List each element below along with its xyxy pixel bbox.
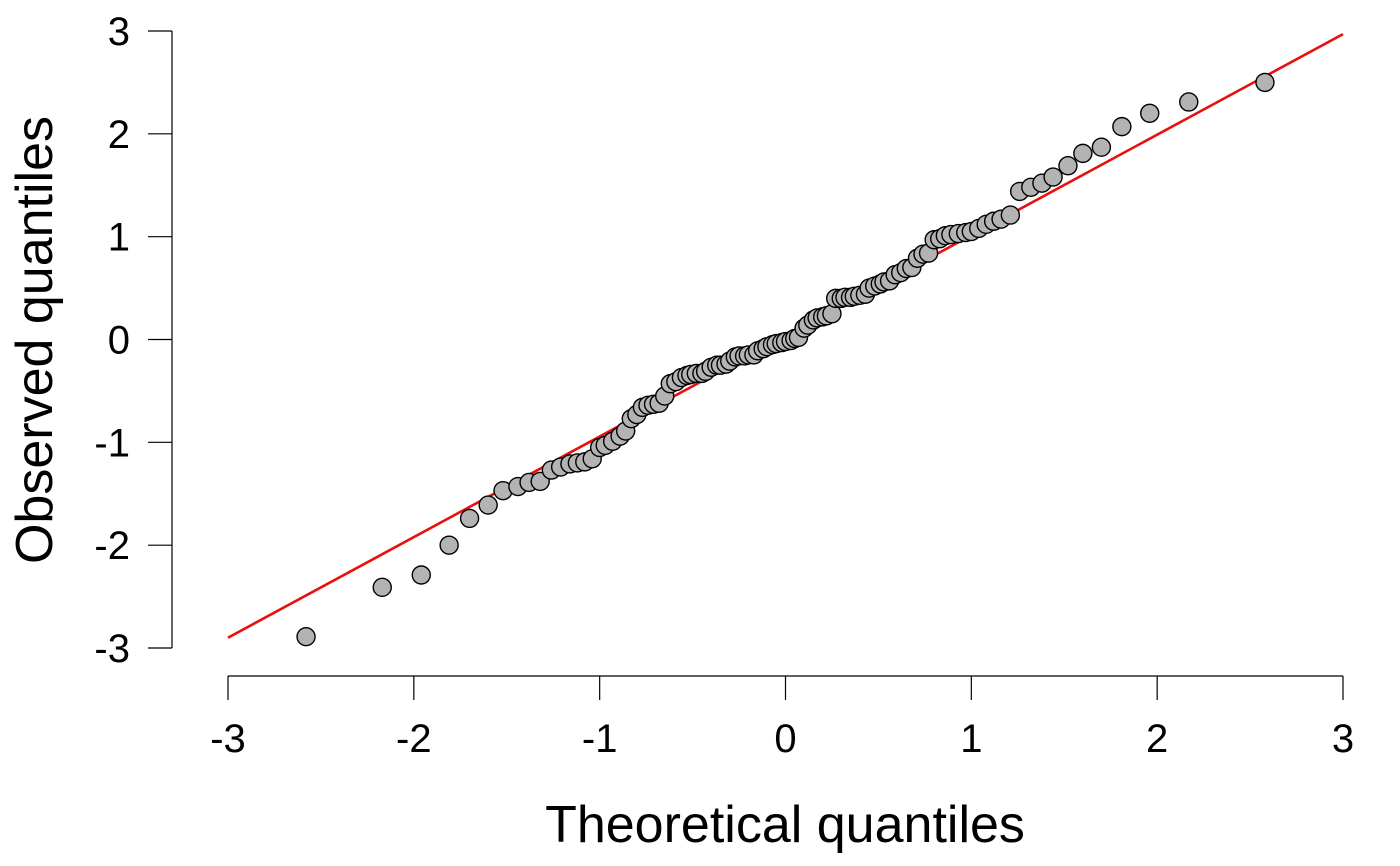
y-tick-label: -3	[94, 627, 130, 671]
x-tick-label: -2	[396, 717, 432, 761]
data-point	[372, 577, 392, 598]
points-layer	[296, 72, 1275, 647]
x-tick-label: -1	[582, 717, 618, 761]
x-tick-label: 1	[960, 717, 982, 761]
data-point	[1073, 143, 1093, 164]
data-point	[459, 508, 480, 529]
y-tick-label: -2	[94, 524, 130, 568]
x-tick-label: 3	[1332, 717, 1354, 761]
y-tick-label: 2	[108, 113, 130, 157]
data-point	[1000, 205, 1021, 225]
x-axis-title: Theoretical quantiles	[545, 796, 1025, 854]
data-point	[1255, 72, 1275, 93]
y-axis: -3 -2 -1 0 1 2 3	[94, 10, 173, 671]
x-tick-label: -3	[210, 717, 246, 761]
y-tick-label: 0	[108, 319, 130, 363]
x-axis: -3 -2 -1 0 1 2 3	[210, 675, 1354, 761]
data-point	[1112, 116, 1132, 137]
y-tick-label: -1	[94, 421, 130, 465]
x-tick-label: 0	[774, 717, 796, 761]
data-point	[1058, 156, 1078, 176]
y-tick-label: 3	[108, 10, 130, 54]
data-point	[1091, 137, 1112, 157]
y-tick-label: 1	[108, 216, 130, 260]
data-point	[478, 495, 498, 515]
x-tick-label: 2	[1146, 717, 1168, 761]
data-point	[439, 535, 459, 555]
data-point	[296, 626, 316, 647]
data-point	[1179, 92, 1199, 112]
data-point	[1043, 167, 1063, 187]
data-point	[1140, 103, 1160, 123]
data-point	[411, 565, 431, 585]
y-axis-title: Observed quantiles	[6, 116, 64, 564]
